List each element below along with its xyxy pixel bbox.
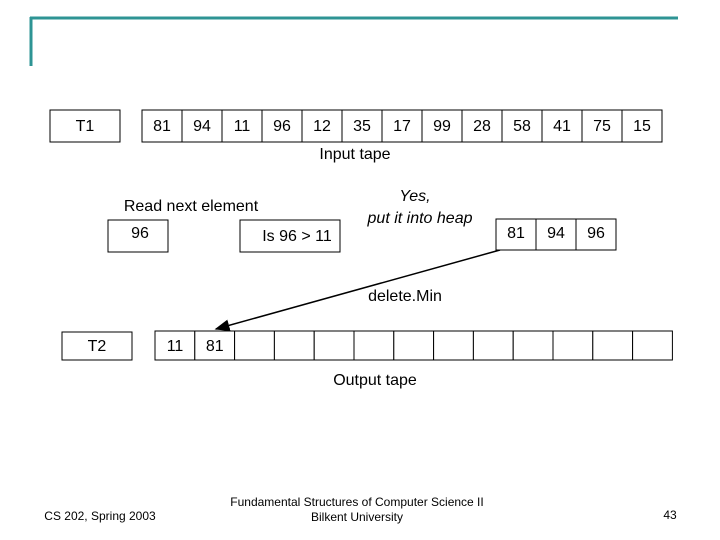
- step-label: Read next element: [124, 198, 259, 215]
- cell: [313, 330, 355, 361]
- tape-cell: 41: [553, 118, 571, 135]
- cell: [273, 330, 315, 361]
- cell: [181, 109, 223, 143]
- cell: [433, 330, 474, 361]
- cell: [472, 330, 514, 361]
- cell: [301, 109, 343, 143]
- cell: [512, 330, 554, 361]
- arrow: [214, 249, 501, 332]
- cell: [194, 330, 236, 361]
- tape-cell: 81: [206, 338, 224, 355]
- tape-cell: 58: [513, 118, 531, 135]
- tape-label: T1: [76, 118, 95, 135]
- footer-center: Bilkent University: [311, 510, 403, 524]
- cell: [592, 330, 634, 361]
- cell: [495, 218, 537, 251]
- read-value: 96: [131, 225, 149, 242]
- tape-cell: 81: [153, 118, 171, 135]
- cell: [154, 330, 196, 361]
- cell: [341, 109, 383, 143]
- cell: [61, 331, 133, 361]
- tape-cell: 28: [473, 118, 491, 135]
- tape-cell: 12: [313, 118, 331, 135]
- tape-cell: 11: [167, 338, 184, 355]
- tape-caption: Input tape: [319, 146, 390, 163]
- cell: [575, 218, 617, 251]
- cell: [107, 219, 169, 253]
- cell: [632, 330, 673, 361]
- cell: [234, 330, 275, 361]
- heap-cell: 81: [507, 225, 525, 242]
- heap-cell: 96: [587, 225, 605, 242]
- answer: Yes,: [399, 188, 430, 205]
- cell: [621, 109, 663, 143]
- cell: [541, 109, 583, 143]
- tape-cell: 35: [353, 118, 371, 135]
- compare: Is 96 > 11: [262, 228, 332, 245]
- tape-label: T2: [88, 338, 107, 355]
- cell: [49, 109, 121, 143]
- cell: [381, 109, 423, 143]
- cell: [353, 330, 395, 361]
- tape-cell: 96: [273, 118, 291, 135]
- arrow-label: delete.Min: [368, 288, 442, 305]
- page-number: 43: [663, 508, 677, 522]
- cell: [461, 109, 503, 143]
- cell: [421, 109, 463, 143]
- tape-cell: 17: [393, 118, 411, 135]
- heap-cell: 94: [547, 225, 565, 242]
- tape-cell: 94: [193, 118, 211, 135]
- tape-cell: 75: [593, 118, 611, 135]
- tape-cell: 15: [633, 118, 651, 135]
- footer-left: CS 202, Spring 2003: [44, 509, 156, 523]
- tape-cell: 11: [234, 118, 251, 135]
- tape-cell: 99: [433, 118, 451, 135]
- cell: [239, 219, 341, 253]
- cell: [552, 330, 594, 361]
- cell: [393, 330, 435, 361]
- tape-caption: Output tape: [333, 372, 417, 389]
- cell: [501, 109, 543, 143]
- footer-center: Fundamental Structures of Computer Scien…: [230, 495, 483, 509]
- cell: [221, 109, 263, 143]
- answer: put it into heap: [367, 210, 473, 227]
